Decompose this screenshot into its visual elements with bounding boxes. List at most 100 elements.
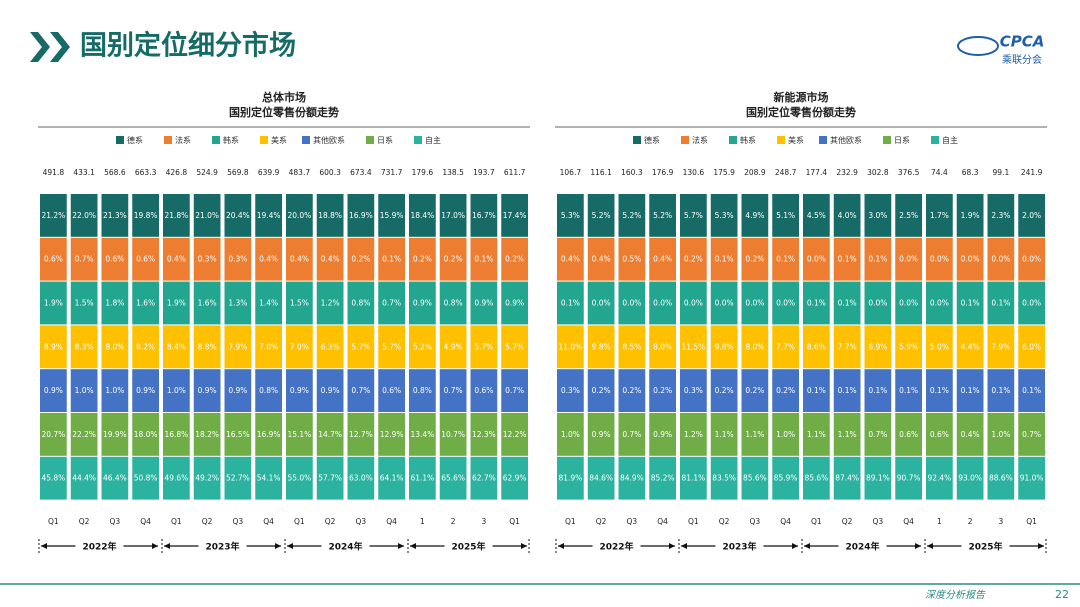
group-arrowhead [164, 543, 170, 549]
cell [378, 194, 405, 237]
cell-label: 8.5% [622, 342, 641, 351]
cell [439, 194, 467, 237]
cell-label: 1.9% [167, 299, 186, 308]
cell-label: 0.4% [290, 255, 309, 264]
group-label: 2024年 [328, 541, 362, 553]
cell-label: 0.9% [653, 430, 672, 439]
cell-label: 7.7% [838, 342, 857, 351]
cell-label: 21.8% [164, 211, 188, 220]
cell [132, 369, 159, 412]
x-tick-label: Q3 [233, 517, 244, 526]
cell [347, 325, 375, 369]
legend-label: 法系 [175, 135, 191, 145]
cell [40, 369, 67, 412]
cell-label: 8.8% [198, 342, 217, 351]
cell-label: 18.2% [195, 430, 219, 439]
x-tick-label: Q1 [1026, 517, 1037, 526]
cell-label: 0.9% [228, 386, 247, 395]
cell-label: 0.0% [592, 299, 611, 308]
cell [987, 413, 1015, 456]
group-label: 2023年 [722, 541, 756, 553]
cell-label: 1.6% [136, 299, 155, 308]
cell-label: 12.9% [380, 430, 404, 439]
cell [132, 281, 159, 325]
cell-label: 85.2% [651, 474, 675, 483]
cell-label: 16.5% [226, 430, 250, 439]
cell-label: 0.7% [868, 430, 887, 439]
cell-label: 0.9% [592, 430, 611, 439]
cell-label: 5.7% [351, 342, 370, 351]
cell-label: 4.4% [961, 342, 980, 351]
cell-label: 49.6% [164, 474, 188, 483]
cell [101, 413, 129, 456]
logo-subtext: 乘联分会 [1002, 53, 1042, 66]
legend-label: 其他欧系 [830, 135, 862, 145]
cell [286, 194, 313, 237]
cell [101, 194, 129, 237]
cell-label: 5.1% [776, 211, 795, 220]
cell [501, 413, 528, 456]
x-tick-label: Q3 [627, 517, 638, 526]
cell [895, 413, 922, 456]
logo-mark [957, 36, 999, 56]
cell-label: 10.7% [441, 430, 465, 439]
cell [1018, 194, 1045, 237]
cell [470, 325, 498, 369]
cell [163, 281, 190, 325]
cell [772, 194, 799, 237]
x-tick-label: 2 [451, 517, 456, 526]
cell [40, 237, 67, 281]
cell-label: 2.3% [991, 211, 1010, 220]
cell [649, 194, 676, 237]
cell-label: 0.6% [474, 386, 493, 395]
cell [224, 237, 252, 281]
cell-label: 0.8% [413, 386, 432, 395]
cell [772, 413, 799, 456]
cell [439, 325, 467, 369]
cell [833, 456, 861, 500]
cell [101, 369, 129, 412]
cell-label: 0.6% [899, 430, 918, 439]
cell [70, 325, 98, 369]
cell [132, 237, 159, 281]
total-label: 569.8 [227, 168, 249, 177]
cell [70, 237, 98, 281]
cell [470, 194, 498, 237]
cell [470, 413, 498, 456]
cell [649, 369, 676, 412]
cell-label: 0.9% [505, 299, 524, 308]
cell [895, 237, 922, 281]
cell [255, 325, 282, 369]
group-arrowhead [521, 543, 527, 549]
cell [1018, 281, 1045, 325]
cell-label: 0.4% [321, 255, 340, 264]
total-label: 426.8 [166, 168, 188, 177]
cell-label: 85.9% [774, 474, 798, 483]
cell [255, 413, 282, 456]
cell [710, 281, 738, 325]
total-label: 177.4 [806, 168, 828, 177]
cell-label: 0.3% [561, 386, 580, 395]
x-tick-label: Q2 [79, 517, 90, 526]
x-tick-label: Q2 [325, 517, 336, 526]
cell-label: 2.5% [899, 211, 918, 220]
x-tick-label: Q4 [386, 517, 397, 526]
cell [101, 325, 129, 369]
x-tick-label: Q1 [48, 517, 59, 526]
cell [193, 413, 221, 456]
legend-swatch [366, 136, 374, 144]
cell [956, 369, 984, 412]
cell-label: 83.5% [712, 474, 736, 483]
group-label: 2025年 [451, 541, 485, 553]
cell-label: 6.9% [868, 342, 887, 351]
cell-label: 0.6% [44, 255, 63, 264]
cell [378, 281, 405, 325]
cell-label: 0.1% [868, 386, 887, 395]
cell-label: 15.9% [380, 211, 404, 220]
cell [316, 194, 344, 237]
cell-label: 15.1% [287, 430, 311, 439]
cell [926, 456, 953, 500]
cell-label: 63.0% [349, 474, 373, 483]
cell [347, 456, 375, 500]
x-tick-label: Q1 [171, 517, 182, 526]
